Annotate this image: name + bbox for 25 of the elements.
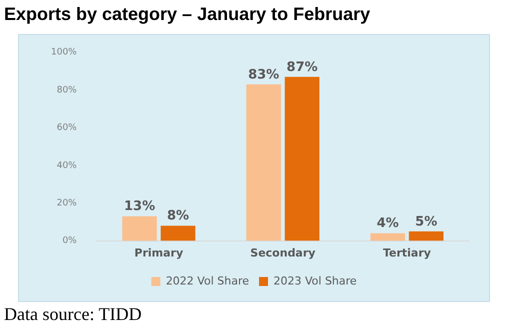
y-tick-label: 20% <box>56 198 78 208</box>
y-tick-label: 80% <box>56 85 78 96</box>
bar <box>160 226 196 241</box>
source-note: Data source: TIDD <box>4 304 142 325</box>
y-tick-label: 100% <box>50 48 78 58</box>
data-label: 5% <box>415 214 438 230</box>
chart-title: Exports by category – January to February <box>4 4 370 25</box>
bar <box>370 233 406 241</box>
legend-label: 2022 Vol Share <box>166 274 250 288</box>
y-tick-label: 60% <box>56 123 78 134</box>
x-tick-label: Tertiary <box>382 246 431 260</box>
data-label: 83% <box>248 67 280 82</box>
data-label: 13% <box>124 199 156 214</box>
y-tick-label: 0% <box>62 236 78 246</box>
x-tick-label: Secondary <box>250 246 316 260</box>
bar <box>246 84 281 241</box>
bar <box>122 216 157 241</box>
data-label: 87% <box>286 60 318 75</box>
bar <box>284 76 320 241</box>
x-tick-label: Primary <box>134 246 184 260</box>
data-label: 8% <box>166 208 190 224</box>
legend-label: 2023 Vol Share <box>274 274 357 288</box>
data-label: 4% <box>376 216 399 232</box>
y-tick-label: 40% <box>56 160 78 171</box>
bar <box>408 231 444 241</box>
